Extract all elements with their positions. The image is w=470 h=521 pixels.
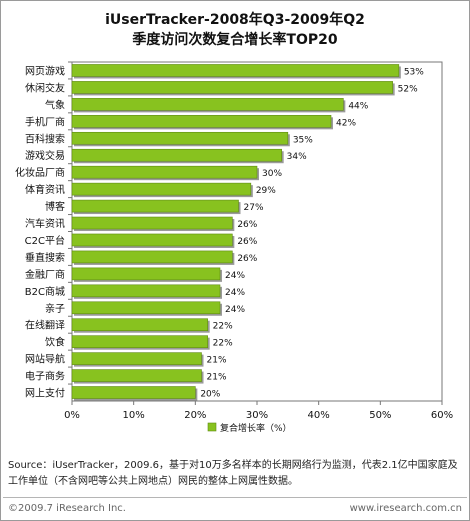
copyright-text: ©2009.7 iResearch Inc.: [8, 503, 126, 514]
value-label: 44%: [348, 101, 368, 111]
category-label: 手机厂商: [25, 115, 65, 128]
bar: [71, 98, 344, 111]
category-label: 百科搜索: [25, 132, 65, 145]
value-label: 24%: [225, 305, 245, 315]
bar: [71, 233, 233, 247]
value-label: 30%: [262, 169, 282, 179]
bar: [71, 335, 208, 348]
website-text: www.iresearch.com.cn: [349, 503, 462, 514]
value-label: 26%: [237, 220, 257, 230]
bar: [71, 148, 282, 162]
category-label: 饮食: [45, 336, 65, 349]
x-tick-label: 20%: [184, 410, 206, 421]
footer-divider: [3, 497, 467, 498]
value-label: 26%: [237, 254, 257, 264]
bar: [71, 318, 208, 332]
category-label: 化妆品厂商: [15, 166, 65, 179]
category-label: 在线翻译: [25, 319, 65, 332]
category-label: 亲子: [45, 302, 65, 315]
x-tick-label: 60%: [431, 410, 453, 421]
bar: [71, 284, 221, 298]
bar: [71, 267, 221, 281]
bar: [71, 216, 233, 230]
value-label: 34%: [287, 152, 307, 162]
value-label: 20%: [200, 390, 220, 400]
legend-swatch: [207, 422, 217, 432]
category-label: 博客: [45, 200, 65, 213]
category-label: 金融厂商: [25, 268, 65, 281]
value-label: 53%: [404, 67, 424, 77]
category-label: 网站导航: [25, 353, 65, 366]
bar: [71, 182, 252, 196]
x-tick-label: 50%: [369, 410, 391, 421]
bar: [71, 301, 221, 315]
bar: [71, 369, 202, 382]
x-tick-label: 40%: [308, 410, 330, 421]
plot-area: [71, 61, 443, 402]
value-label: 27%: [244, 203, 264, 213]
x-tick-label: 30%: [246, 410, 268, 421]
value-label: 35%: [293, 135, 313, 145]
bar: [71, 64, 400, 77]
chart-title-line2: 季度访问次数复合增长率TOP20: [132, 32, 338, 48]
category-label: B2C商城: [25, 285, 65, 298]
value-label: 42%: [336, 118, 356, 128]
value-label: 24%: [225, 271, 245, 281]
category-label: 网页游戏: [25, 64, 65, 77]
value-label: 21%: [207, 356, 227, 366]
category-label: C2C平台: [25, 234, 65, 247]
value-label: 22%: [213, 322, 233, 332]
x-tick-label: 0%: [64, 410, 80, 421]
bar: [71, 115, 332, 128]
chart-title-line1: iUserTracker-2008年Q3-2009年Q2: [105, 12, 365, 28]
category-label: 体育资讯: [25, 183, 65, 196]
bar: [71, 81, 393, 94]
bar: [71, 386, 196, 399]
category-label: 网上支付: [25, 387, 65, 400]
category-label: 电子商务: [25, 370, 65, 383]
x-tick-label: 10%: [123, 410, 145, 421]
value-label: 22%: [213, 339, 233, 349]
bar: [71, 165, 258, 179]
value-label: 26%: [237, 237, 257, 247]
source-note: Source：iUserTracker，2009.6，基于对10万多名样本的长期…: [8, 460, 458, 487]
value-label: 29%: [256, 186, 276, 196]
category-label: 汽车资讯: [25, 217, 65, 230]
category-label: 游戏交易: [25, 149, 65, 162]
value-label: 52%: [398, 84, 418, 94]
bar: [71, 352, 202, 365]
value-label: 24%: [225, 288, 245, 298]
value-label: 21%: [207, 373, 227, 383]
bar: [71, 131, 289, 145]
bar: [71, 199, 239, 213]
category-label: 休闲交友: [25, 81, 65, 94]
legend-label: 复合增长率（%）: [220, 422, 292, 434]
category-label: 气象: [45, 98, 65, 111]
category-label: 垂直搜索: [25, 251, 65, 264]
bar: [71, 250, 233, 264]
